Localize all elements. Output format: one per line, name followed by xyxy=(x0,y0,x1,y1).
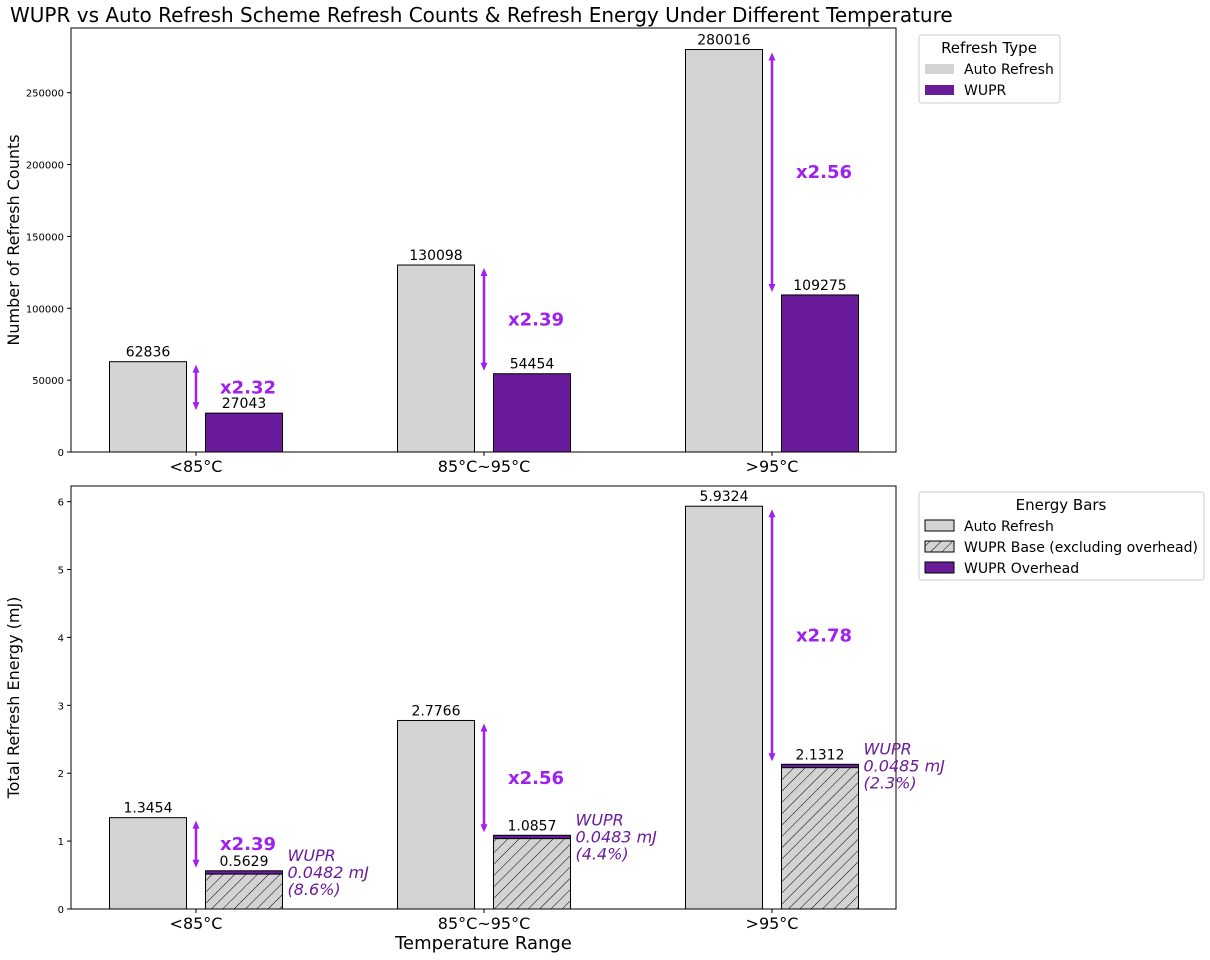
ratio-arrow-head-bottom xyxy=(768,283,776,292)
y-tick-label: 0 xyxy=(58,905,64,916)
y-tick-label: 6 xyxy=(58,498,64,509)
overhead-annotation: 0.0483 mJ xyxy=(576,827,658,846)
legend-label: Auto Refresh xyxy=(964,62,1054,78)
legend-swatch-wupr xyxy=(925,85,954,95)
legend-swatch-auto-refresh xyxy=(925,64,954,74)
ratio-arrow-head-bottom xyxy=(768,753,776,762)
ratio-arrow-head-top xyxy=(768,509,776,518)
legend-label: WUPR Base (excluding overhead) xyxy=(964,540,1198,556)
data-label-auto: 2.7766 xyxy=(412,703,461,719)
legend-box xyxy=(918,34,1061,104)
overhead-annotation: (2.3%) xyxy=(864,773,917,792)
bar-wupr-overhead xyxy=(493,834,571,840)
y-tick-label: 100000 xyxy=(26,304,64,315)
bar-wupr xyxy=(493,373,571,453)
ratio-arrow-head-top xyxy=(480,268,488,277)
legend-box xyxy=(918,491,1205,581)
legend-label: WUPR Overhead xyxy=(964,561,1079,577)
ratio-arrow-head-bottom xyxy=(192,402,200,411)
x-tick-label: >95°C xyxy=(746,457,799,476)
ratio-arrow-head-top xyxy=(768,52,776,61)
refresh-energy-panel: 0 1 2 3 4 5 6 Total Refresh Energy (mJ) <85°C 85°… xyxy=(4,485,1205,954)
data-label-wupr: 54454 xyxy=(510,357,555,373)
x-tick-label: 85°C~95°C xyxy=(438,457,530,476)
overhead-annotation: WUPR xyxy=(576,810,624,829)
ratio-arrow-head-top xyxy=(192,820,200,829)
legend-energy-bars: Energy Bars Auto Refresh WUPR Base (exclud… xyxy=(918,491,1205,581)
legend-swatch-auto-refresh xyxy=(924,519,955,532)
bar-auto-refresh xyxy=(685,505,763,910)
ratio-label: x2.56 xyxy=(508,768,564,789)
y-tick-label: 50000 xyxy=(32,376,64,387)
bar-wupr xyxy=(781,294,859,453)
data-label-wupr-total: 2.1312 xyxy=(796,747,845,763)
overhead-annotation: 0.0485 mJ xyxy=(864,756,946,775)
y-tick-label: 2 xyxy=(58,769,64,780)
chart-title: WUPR vs Auto Refresh Scheme Refresh Coun… xyxy=(10,3,953,27)
overhead-annotation: WUPR xyxy=(864,739,912,758)
y-tick-label: 5 xyxy=(58,566,64,577)
x-axis-label: Temperature Range xyxy=(394,933,572,954)
bar-wupr-overhead xyxy=(205,870,283,875)
bar-auto-refresh xyxy=(109,361,187,453)
x-tick-label: <85°C xyxy=(170,457,223,476)
ratio-label: x2.39 xyxy=(220,834,276,855)
overhead-annotation: (4.4%) xyxy=(576,844,629,863)
bar-auto-refresh xyxy=(685,49,763,453)
ratio-label: x2.32 xyxy=(220,377,276,398)
x-tick-label: <85°C xyxy=(170,914,223,933)
ratio-label: x2.39 xyxy=(508,309,564,330)
overhead-annotation: WUPR xyxy=(288,846,336,865)
legend-title: Refresh Type xyxy=(941,39,1037,57)
ratio-arrow-head-bottom xyxy=(480,824,488,833)
bar-wupr-base xyxy=(493,838,571,910)
ratio-label: x2.78 xyxy=(796,625,852,646)
ratio-label: x2.56 xyxy=(796,162,852,183)
x-tick-label: 85°C~95°C xyxy=(438,914,530,933)
data-label-wupr-total: 1.0857 xyxy=(508,818,557,834)
y-axis-label: Total Refresh Energy (mJ) xyxy=(4,597,23,800)
bar-wupr-base xyxy=(781,767,859,910)
y-tick-label: 3 xyxy=(58,701,64,712)
ratio-arrow-head-bottom xyxy=(480,362,488,371)
y-tick-label: 250000 xyxy=(26,89,64,100)
bar-auto-refresh xyxy=(397,719,475,910)
data-label-wupr: 27043 xyxy=(222,396,267,412)
refresh-counts-panel: 0 50000 100000 150000 200000 250000 Number of … xyxy=(4,27,1061,476)
y-tick-label: 150000 xyxy=(26,232,64,243)
data-label-auto: 280016 xyxy=(697,33,751,49)
y-tick-label: 0 xyxy=(58,448,64,459)
bar-wupr xyxy=(205,412,283,453)
legend-swatch-wupr-overhead xyxy=(924,561,955,574)
bar-wupr-base xyxy=(205,873,283,910)
data-label-auto: 130098 xyxy=(409,248,462,264)
data-label-auto: 5.9324 xyxy=(700,489,749,505)
bar-wupr-overhead xyxy=(781,763,859,769)
legend-title: Energy Bars xyxy=(1016,496,1107,514)
data-label-auto: 1.3454 xyxy=(124,801,173,817)
legend-refresh-type: Refresh Type Auto Refresh WUPR xyxy=(918,34,1061,104)
bar-auto-refresh xyxy=(109,817,187,910)
data-label-auto: 62836 xyxy=(126,345,171,361)
legend-swatch-wupr-base xyxy=(924,540,955,553)
overhead-annotation: (8.6%) xyxy=(288,880,341,899)
y-axis-label: Number of Refresh Counts xyxy=(4,134,23,345)
legend-label: WUPR xyxy=(964,83,1007,99)
y-tick-label: 200000 xyxy=(26,161,64,172)
ratio-arrow-head-bottom xyxy=(192,859,200,868)
legend-label: Auto Refresh xyxy=(964,519,1054,535)
data-label-wupr-total: 0.5629 xyxy=(220,854,269,870)
y-tick-label: 4 xyxy=(58,633,64,644)
overhead-annotation: 0.0482 mJ xyxy=(288,863,370,882)
ratio-arrow-head-top xyxy=(192,364,200,373)
data-label-wupr: 109275 xyxy=(793,278,846,294)
bar-auto-refresh xyxy=(397,264,475,453)
ratio-arrow-head-top xyxy=(480,723,488,732)
x-tick-label: >95°C xyxy=(746,914,799,933)
y-tick-label: 1 xyxy=(58,837,64,848)
